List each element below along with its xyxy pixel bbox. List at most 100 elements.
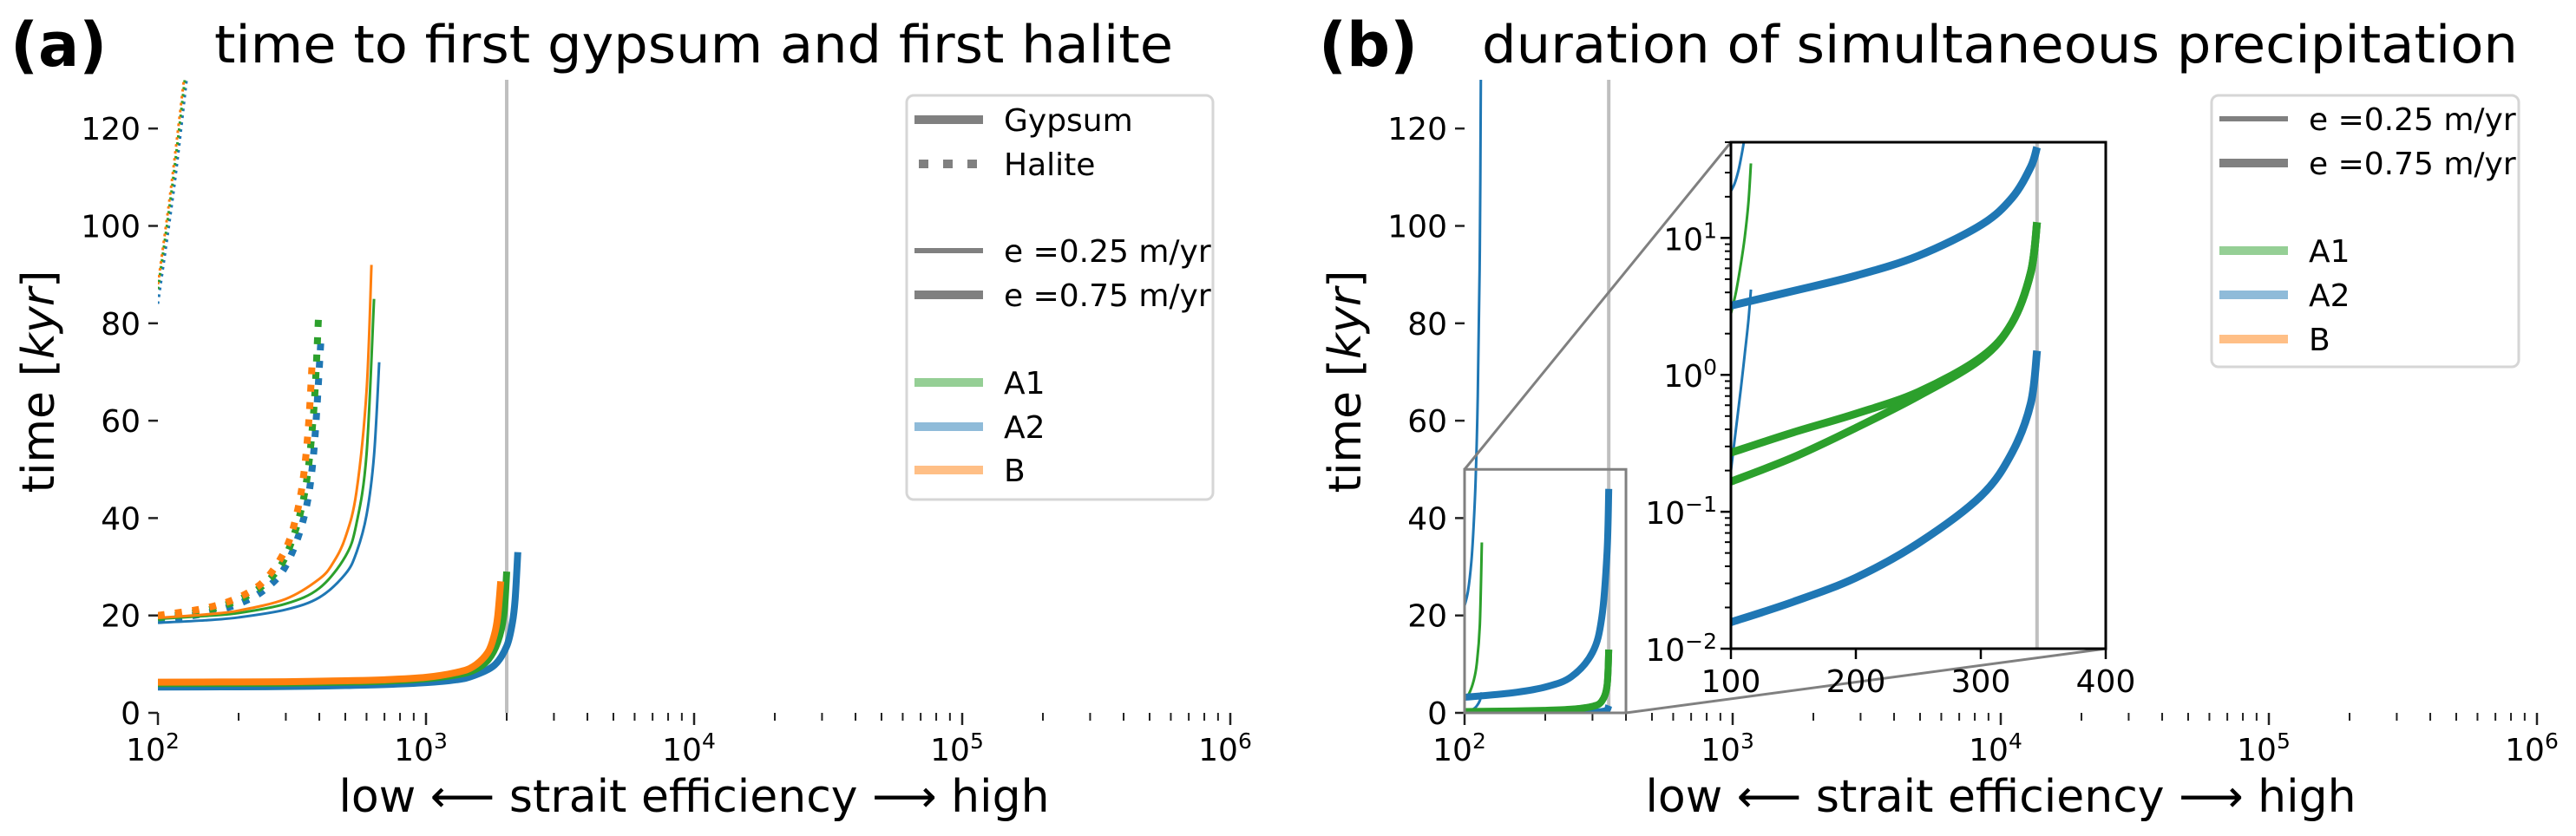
tick-exponent: 3	[1740, 728, 1754, 754]
x-tick-label: 104	[1969, 728, 2022, 768]
x-axis-label-b: low ⟵ strait efficiency ⟶ high	[1645, 771, 2356, 823]
inset-y-tick-label: 10−1	[1645, 492, 1717, 532]
y-tick-label: 60	[101, 404, 141, 440]
tick-exponent: 6	[2545, 728, 2559, 754]
legend-label: Halite	[1004, 147, 1095, 183]
y-tick-label: 20	[101, 599, 141, 635]
x-tick-label: 106	[1198, 728, 1252, 768]
tick-exponent: 3	[434, 728, 448, 754]
chart-title-b: duration of simultaneous precipitation	[1482, 15, 2518, 75]
tick-exponent: 5	[970, 728, 984, 754]
tick-base: 10	[126, 733, 166, 768]
inset-x-tick-label: 200	[1826, 664, 1886, 700]
x-tick-label: 102	[1432, 728, 1486, 768]
y-tick-label: 0	[121, 696, 141, 732]
tick-exponent: 1	[1703, 218, 1717, 243]
x-tick-label: 105	[930, 728, 984, 768]
series-line-a2-halite-e075	[158, 343, 324, 624]
y-tick-label: 120	[81, 112, 141, 147]
tick-exponent: 6	[1238, 728, 1252, 754]
y-axis-label-unit: kyr	[13, 284, 65, 359]
y-tick-label: 60	[1407, 404, 1447, 440]
legend-label: e =0.75 m/yr	[1004, 278, 1211, 314]
panel-b: (b) duration of simultaneous precipitati…	[1319, 10, 2559, 823]
y-axis-label-text: time [	[1320, 359, 1372, 493]
y-axis-label-b: time [kyr]	[1320, 271, 1372, 493]
x-tick-label: 106	[2505, 728, 2559, 768]
series-line-a1-halite-e075	[158, 317, 323, 622]
y-tick-label: 100	[81, 210, 141, 245]
legend-label: B	[2309, 323, 2330, 358]
legend-label: B	[1004, 454, 1026, 489]
y-tick-label: 80	[101, 307, 141, 343]
series-line-b-halite-e075	[158, 356, 317, 619]
inset-x-tick-label: 100	[1701, 664, 1761, 700]
legend-label: A2	[1004, 410, 1045, 446]
tick-base: 10	[930, 733, 970, 768]
inset-series-line-a2	[1731, 146, 2042, 310]
inset-series-line-a2	[1731, 289, 1753, 471]
tick-exponent: 2	[166, 728, 180, 754]
x-tick-label: 105	[2237, 728, 2291, 768]
series-line-a1-e025	[1465, 542, 1484, 701]
tick-base: 10	[2505, 733, 2545, 768]
series-line-a2-gypsum-e025	[158, 362, 381, 624]
series-line-a2-e025	[1465, 80, 1483, 606]
legend: Gypsum Halite e =0.25 m/yr e =0.75 m/yr A1 A2…	[905, 94, 1215, 501]
inset-y-tick-label: 101	[1663, 218, 1717, 258]
inset-series-line-a1	[1731, 163, 1753, 314]
tick-base: 10	[1663, 359, 1703, 395]
legend-label: A1	[1004, 366, 1045, 402]
y-tick-label: 40	[1407, 501, 1447, 537]
legend-label: A2	[2309, 278, 2350, 314]
y-axis-label-text: time [	[13, 359, 65, 493]
y-axis-label-text: ]	[1320, 271, 1372, 288]
series-group	[158, 80, 521, 691]
inset-series-group	[1731, 142, 2042, 626]
y-tick-label: 100	[1387, 210, 1447, 245]
legend-frame	[905, 94, 1215, 501]
tick-base: 10	[2237, 733, 2277, 768]
tick-base: 10	[1432, 733, 1472, 768]
tick-base: 10	[1701, 733, 1740, 768]
x-tick-label: 103	[1701, 728, 1754, 768]
tick-exponent: 4	[2009, 728, 2022, 754]
tick-exponent: 0	[1703, 355, 1717, 380]
panel-label-a: (a)	[10, 10, 107, 81]
tick-base: 10	[1663, 222, 1703, 258]
x-tick-label: 103	[394, 728, 448, 768]
inset-series-line-a2	[1731, 142, 1746, 192]
legend: e =0.25 m/yr e =0.75 m/yr A1 A2 B	[2210, 94, 2520, 369]
y-axis-label-a: time [kyr]	[13, 271, 65, 493]
tick-exponent: −1	[1685, 492, 1717, 517]
tick-exponent: 4	[702, 728, 716, 754]
inset-y-tick-label: 10−2	[1645, 629, 1717, 669]
legend-label: A1	[2309, 234, 2350, 270]
tick-base: 10	[394, 733, 434, 768]
tick-base: 10	[662, 733, 702, 768]
inset-x-tick-label: 400	[2076, 664, 2136, 700]
legend-label: Gypsum	[1004, 103, 1133, 139]
y-tick-label: 40	[101, 501, 141, 537]
y-tick-label: 80	[1407, 307, 1447, 343]
legend-label: e =0.25 m/yr	[2309, 102, 2516, 138]
series-line-b-halite-e025	[158, 80, 186, 285]
inset-y-tick-label: 100	[1663, 355, 1717, 395]
y-tick-label: 20	[1407, 599, 1447, 635]
x-tick-label: 102	[126, 728, 180, 768]
tick-exponent: −2	[1685, 629, 1717, 654]
chart-title-a: time to first gypsum and first halite	[214, 15, 1173, 75]
inset-series-line-a2	[1731, 349, 2042, 626]
zoom-region-box	[1463, 467, 1628, 715]
x-tick-label: 104	[662, 728, 716, 768]
zoom-connector	[1625, 647, 2107, 715]
legend-label: e =0.75 m/yr	[2309, 147, 2516, 182]
series-line-a1-gypsum-e025	[158, 298, 376, 621]
panel-a: (a) time to first gypsum and first halit…	[10, 10, 1252, 823]
series-group	[1465, 80, 1613, 713]
y-axis-label-unit: kyr	[1320, 284, 1372, 359]
